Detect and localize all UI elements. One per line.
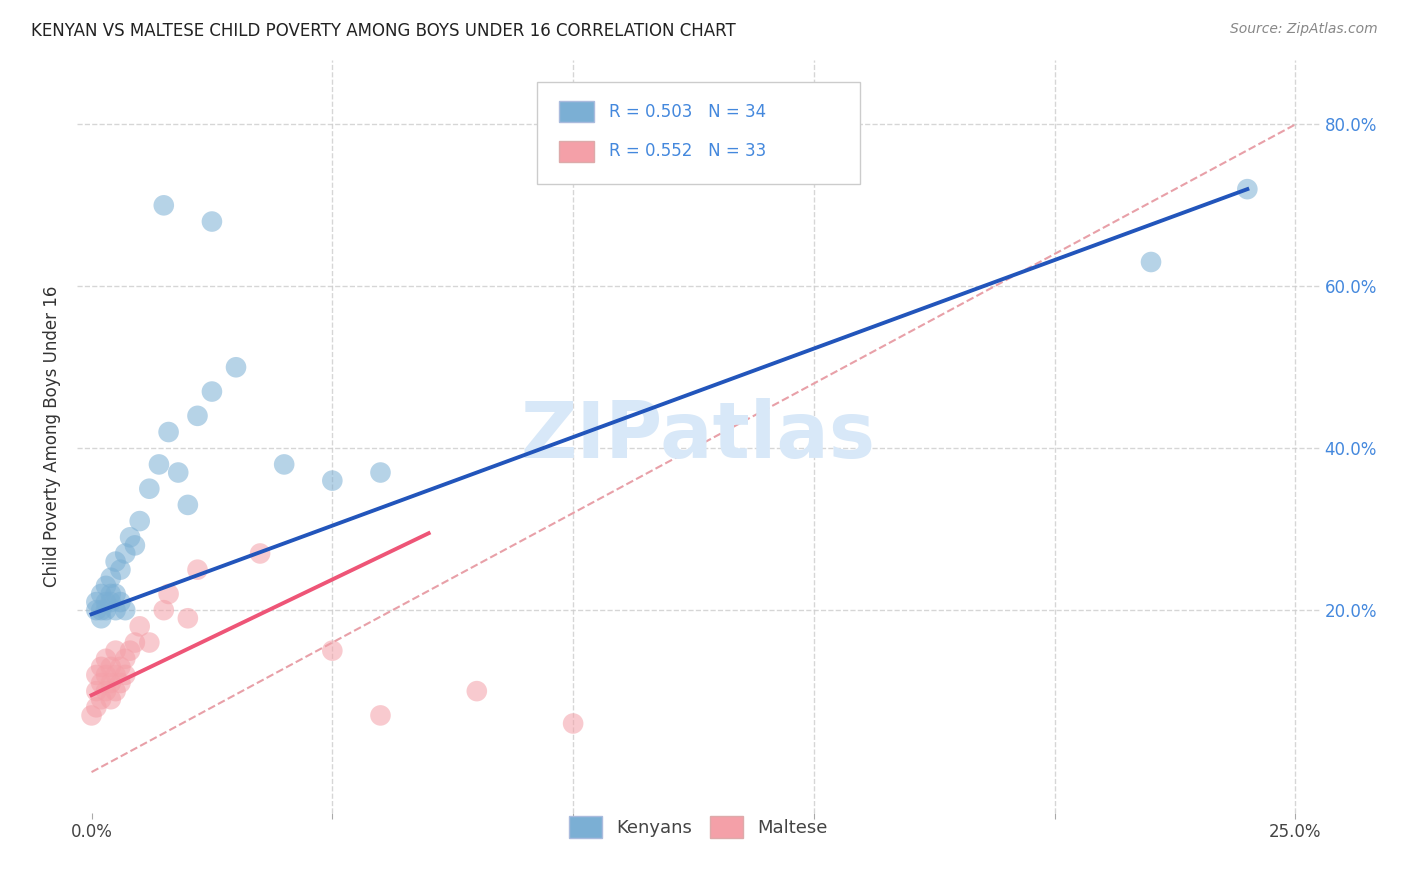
Point [201,384,224,399]
Point [90,692,112,706]
Point [104,603,127,617]
Point [186,563,208,577]
Point [90,660,112,674]
FancyBboxPatch shape [537,82,860,184]
Point [104,555,127,569]
Point [249,546,271,560]
Point [225,360,247,375]
Point [114,668,136,682]
Point [94,579,117,593]
Point [90,587,112,601]
Point [110,676,132,690]
Text: ZIPatlas: ZIPatlas [520,398,876,474]
Point [1140,255,1163,269]
Text: Source: ZipAtlas.com: Source: ZipAtlas.com [1230,22,1378,37]
Point [86,684,108,698]
Point [124,538,146,552]
Point [114,546,136,560]
Point [138,635,160,649]
Point [370,708,392,723]
Point [90,611,112,625]
Point [148,458,170,472]
Point [80,708,103,723]
Point [114,603,136,617]
Bar [560,101,593,122]
Bar [560,141,593,162]
Point [100,692,122,706]
Point [465,684,488,698]
Text: KENYAN VS MALTESE CHILD POVERTY AMONG BOYS UNDER 16 CORRELATION CHART: KENYAN VS MALTESE CHILD POVERTY AMONG BO… [31,22,735,40]
Point [100,587,122,601]
Point [110,660,132,674]
Point [120,530,142,544]
Point [1236,182,1258,196]
Point [110,563,132,577]
Point [138,482,160,496]
Point [104,668,127,682]
Point [100,595,122,609]
Point [94,684,117,698]
Point [90,676,112,690]
Point [90,603,112,617]
Point [370,466,392,480]
Point [128,514,150,528]
Legend: Kenyans, Maltese: Kenyans, Maltese [562,808,835,845]
Point [100,571,122,585]
Point [321,474,343,488]
Point [186,409,208,423]
Point [94,595,117,609]
Point [100,660,122,674]
Text: R = 0.503   N = 34: R = 0.503 N = 34 [609,103,766,120]
Point [321,643,343,657]
Point [124,635,146,649]
Point [157,587,180,601]
Point [100,676,122,690]
Point [273,458,295,472]
Point [114,651,136,665]
Text: R = 0.552   N = 33: R = 0.552 N = 33 [609,143,766,161]
Point [152,198,174,212]
Point [86,700,108,714]
Point [177,498,200,512]
Point [128,619,150,633]
Point [86,595,108,609]
Point [94,668,117,682]
Point [152,603,174,617]
Point [86,668,108,682]
Point [110,595,132,609]
Point [562,716,585,731]
Point [104,643,127,657]
Point [94,603,117,617]
Point [94,651,117,665]
Point [120,643,142,657]
Point [157,425,180,439]
Point [201,214,224,228]
Point [177,611,200,625]
Point [86,603,108,617]
Y-axis label: Child Poverty Among Boys Under 16: Child Poverty Among Boys Under 16 [44,285,60,587]
Point [167,466,190,480]
Point [104,587,127,601]
Point [104,684,127,698]
